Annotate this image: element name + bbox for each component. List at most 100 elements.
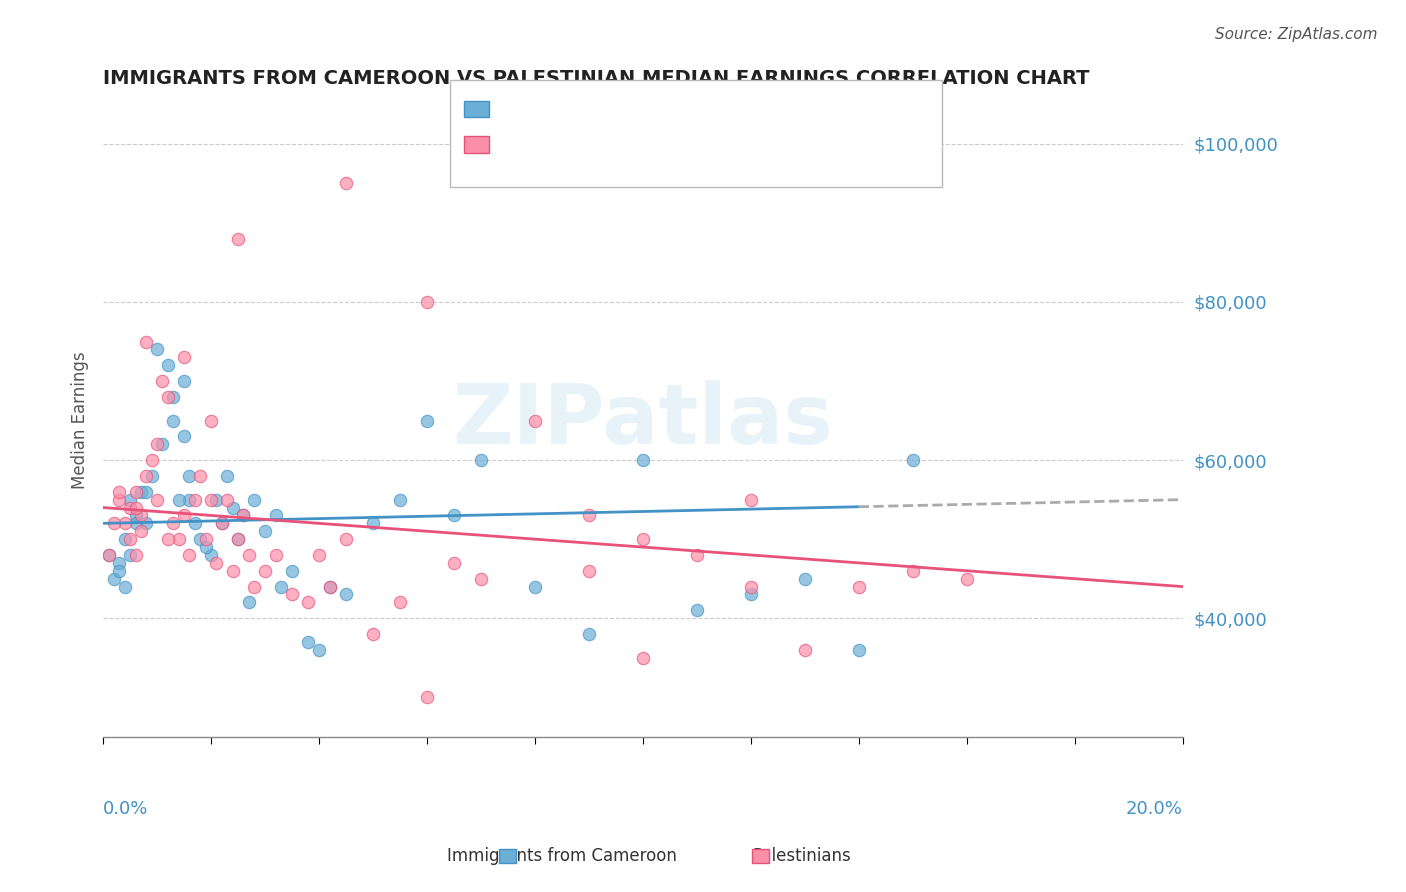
Point: [129, 508, 152, 523]
Point: [443, 556, 465, 570]
Point: [200, 548, 222, 562]
Point: [135, 469, 157, 483]
Text: R = -0.128   N = 65: R = -0.128 N = 65: [499, 136, 676, 153]
Point: [270, 580, 292, 594]
Point: [319, 580, 342, 594]
Point: [416, 413, 439, 427]
Point: [793, 572, 815, 586]
Point: [146, 492, 169, 507]
Point: [156, 358, 179, 372]
Point: [152, 374, 174, 388]
Point: [264, 548, 287, 562]
Point: [124, 500, 146, 515]
Point: [173, 429, 195, 443]
Point: [205, 492, 228, 507]
Point: [97, 548, 120, 562]
Point: [686, 603, 709, 617]
Point: [179, 469, 201, 483]
Point: [108, 564, 131, 578]
Point: [114, 532, 136, 546]
Point: [135, 516, 157, 531]
Point: [901, 453, 924, 467]
Point: [221, 500, 243, 515]
Point: [108, 492, 131, 507]
Point: [124, 548, 146, 562]
Point: [211, 516, 233, 531]
Point: [179, 492, 201, 507]
Point: [388, 492, 411, 507]
Point: [141, 453, 163, 467]
Point: [184, 516, 207, 531]
Point: [173, 508, 195, 523]
Point: [97, 548, 120, 562]
Point: [388, 595, 411, 609]
Point: [232, 508, 254, 523]
Point: [578, 508, 600, 523]
Point: [740, 580, 762, 594]
Point: [281, 587, 304, 601]
Point: [217, 492, 239, 507]
Point: [848, 643, 870, 657]
Point: [281, 564, 304, 578]
Point: [162, 516, 184, 531]
Point: [194, 532, 217, 546]
Text: Palestinians: Palestinians: [752, 847, 851, 865]
Point: [238, 595, 260, 609]
Point: [173, 351, 195, 365]
Point: [297, 595, 319, 609]
Point: [188, 469, 211, 483]
Point: [416, 690, 439, 705]
Point: [361, 627, 384, 641]
Point: [956, 572, 979, 586]
Point: [308, 548, 330, 562]
Point: [319, 580, 342, 594]
Point: [631, 453, 654, 467]
Point: [146, 437, 169, 451]
Point: [232, 508, 254, 523]
Point: [156, 390, 179, 404]
Point: [578, 627, 600, 641]
Point: [470, 572, 492, 586]
Point: [631, 650, 654, 665]
Point: [226, 532, 249, 546]
Point: [217, 469, 239, 483]
Point: [238, 548, 260, 562]
Point: [108, 556, 131, 570]
Point: [114, 580, 136, 594]
Text: Immigrants from Cameroon: Immigrants from Cameroon: [447, 847, 678, 865]
Point: [188, 532, 211, 546]
Point: [361, 516, 384, 531]
Point: [205, 556, 228, 570]
Point: [211, 516, 233, 531]
Point: [578, 564, 600, 578]
Point: [162, 390, 184, 404]
Point: [120, 500, 142, 515]
Point: [200, 413, 222, 427]
Point: [243, 492, 266, 507]
Point: [443, 508, 465, 523]
Point: [264, 508, 287, 523]
Point: [848, 580, 870, 594]
Text: Source: ZipAtlas.com: Source: ZipAtlas.com: [1215, 27, 1378, 42]
Point: [194, 540, 217, 554]
Point: [120, 548, 142, 562]
Point: [152, 437, 174, 451]
Point: [114, 516, 136, 531]
Point: [103, 572, 125, 586]
Point: [103, 516, 125, 531]
Point: [173, 374, 195, 388]
Point: [120, 532, 142, 546]
Point: [631, 532, 654, 546]
Text: ZIPatlas: ZIPatlas: [453, 380, 834, 461]
Point: [416, 295, 439, 310]
Point: [124, 484, 146, 499]
Point: [124, 508, 146, 523]
Point: [523, 580, 546, 594]
Point: [335, 587, 357, 601]
Point: [297, 635, 319, 649]
Point: [129, 484, 152, 499]
Text: R = 0.096   N = 57: R = 0.096 N = 57: [499, 100, 669, 118]
Point: [335, 177, 357, 191]
Point: [135, 484, 157, 499]
Point: [156, 532, 179, 546]
